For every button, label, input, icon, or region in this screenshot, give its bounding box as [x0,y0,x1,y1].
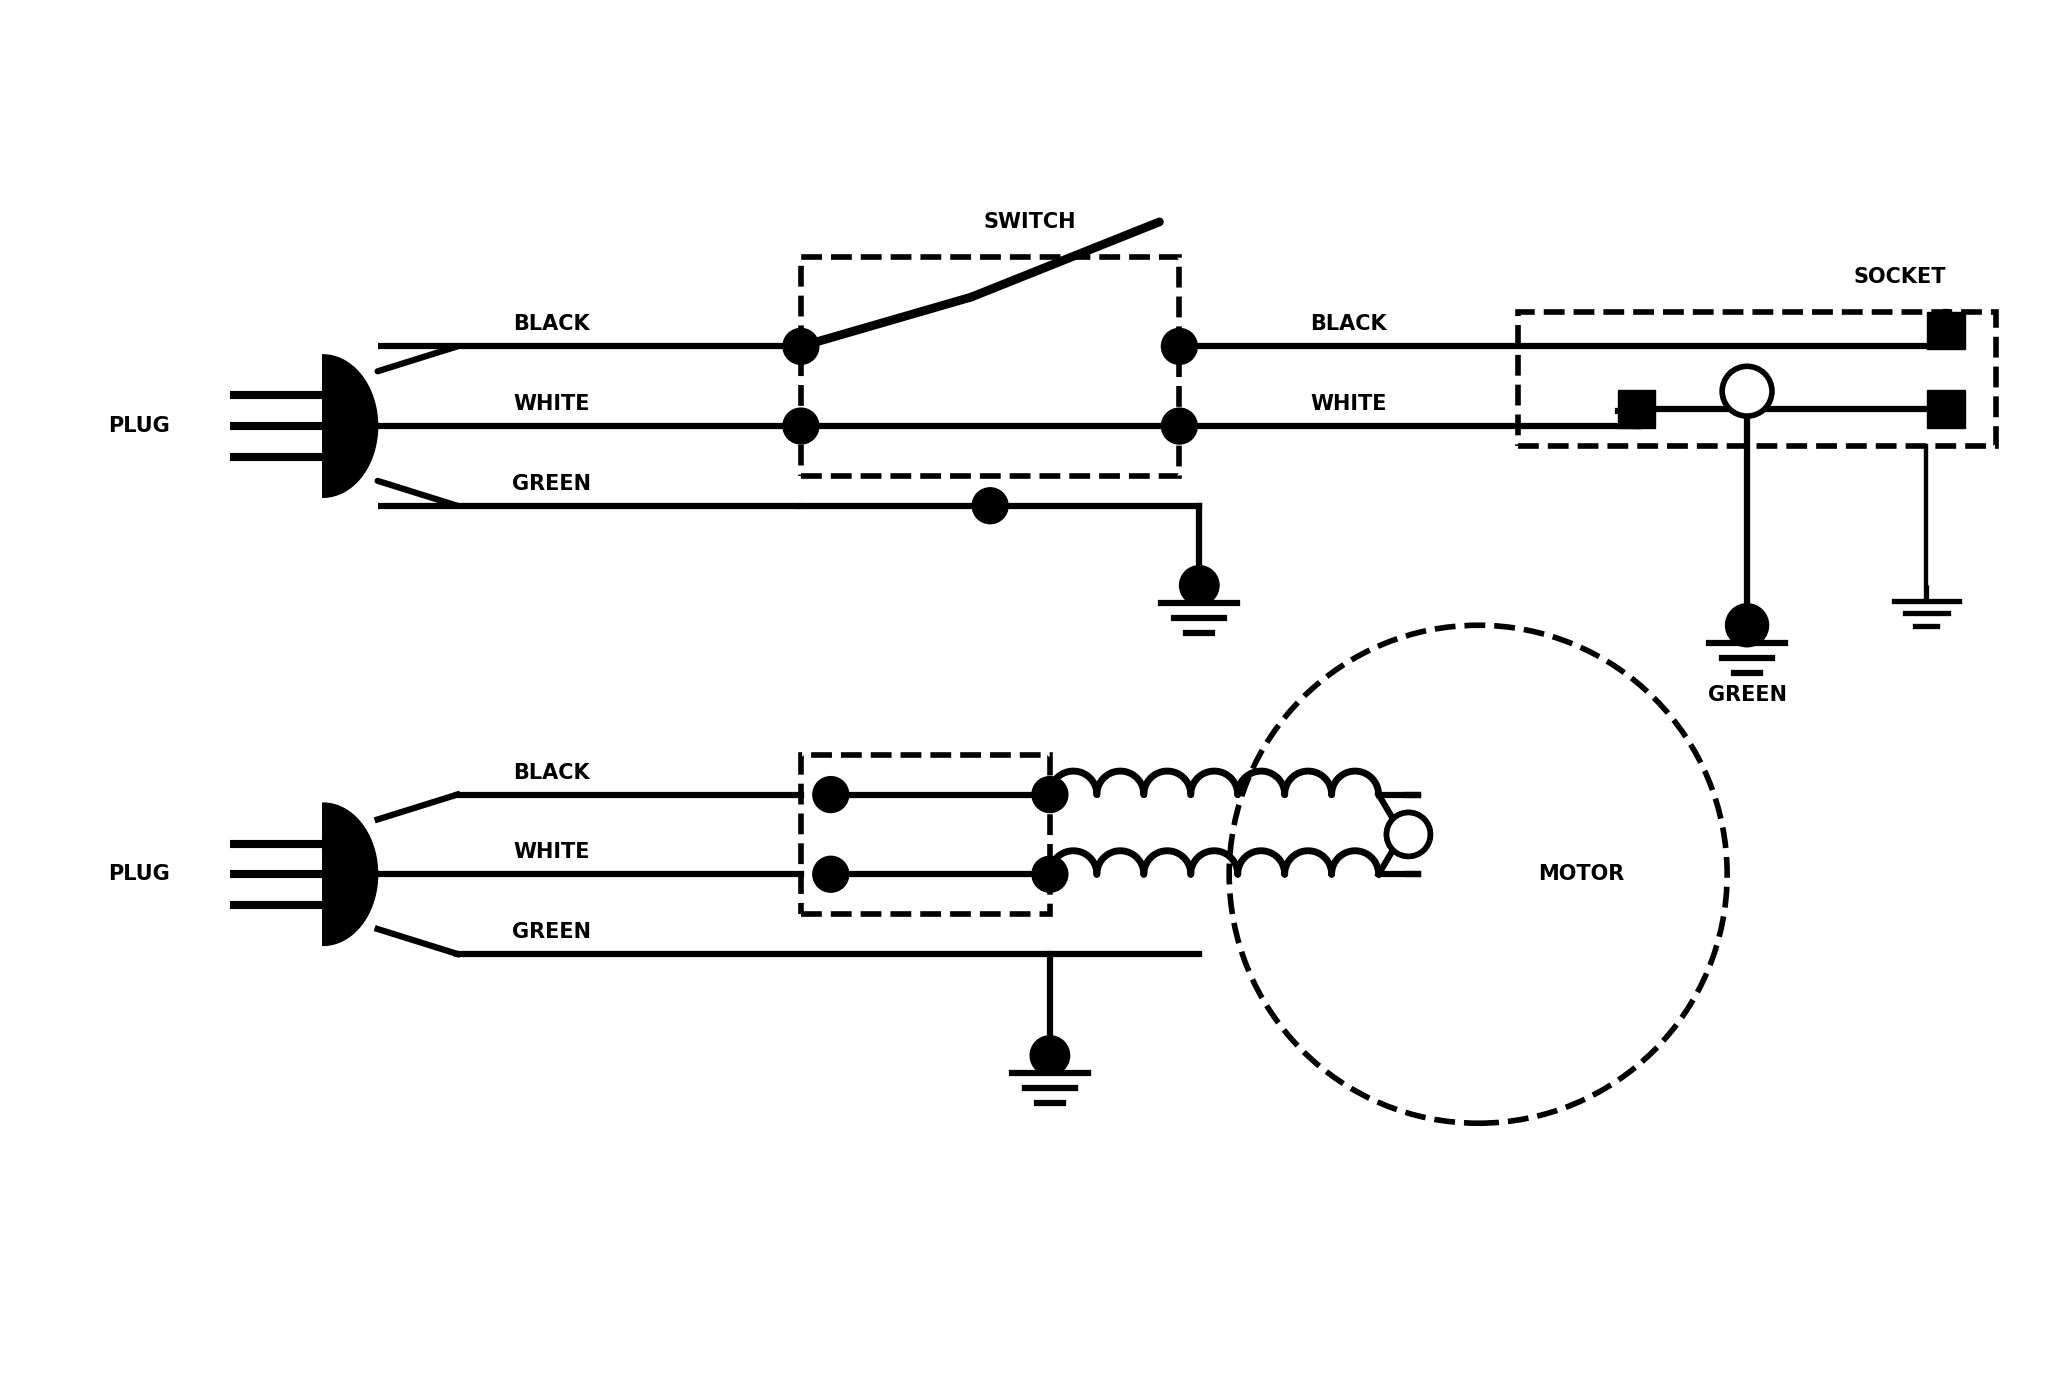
Circle shape [1387,813,1430,857]
Circle shape [813,857,848,892]
Circle shape [1721,366,1772,417]
Circle shape [1387,813,1430,857]
Text: WHITE: WHITE [514,395,590,414]
Polygon shape [324,803,377,946]
Circle shape [1162,329,1197,364]
Bar [1928,312,1965,349]
Text: SOCKET: SOCKET [1854,267,1947,286]
Bar [1617,390,1656,428]
Text: GREEN: GREEN [1707,685,1787,705]
Text: BLACK: BLACK [1311,315,1387,334]
Circle shape [783,329,820,364]
Circle shape [1180,565,1219,605]
Bar [1928,390,1965,428]
Text: MOTOR: MOTOR [1539,865,1625,884]
Text: GREEN: GREEN [512,474,592,494]
Text: PLUG: PLUG [109,417,170,436]
Circle shape [1031,1035,1070,1075]
Circle shape [813,777,848,813]
Circle shape [783,408,820,444]
Circle shape [971,488,1008,524]
Text: WHITE: WHITE [514,843,590,862]
Circle shape [1162,408,1197,444]
Text: WHITE: WHITE [1311,395,1387,414]
Circle shape [1725,604,1768,646]
Circle shape [1033,857,1068,892]
Text: BLACK: BLACK [514,315,590,334]
Polygon shape [324,355,377,498]
Text: SWITCH: SWITCH [984,212,1076,232]
Text: BLACK: BLACK [514,763,590,782]
Circle shape [1033,777,1068,813]
Text: GREEN: GREEN [512,923,592,942]
Text: PLUG: PLUG [109,865,170,884]
